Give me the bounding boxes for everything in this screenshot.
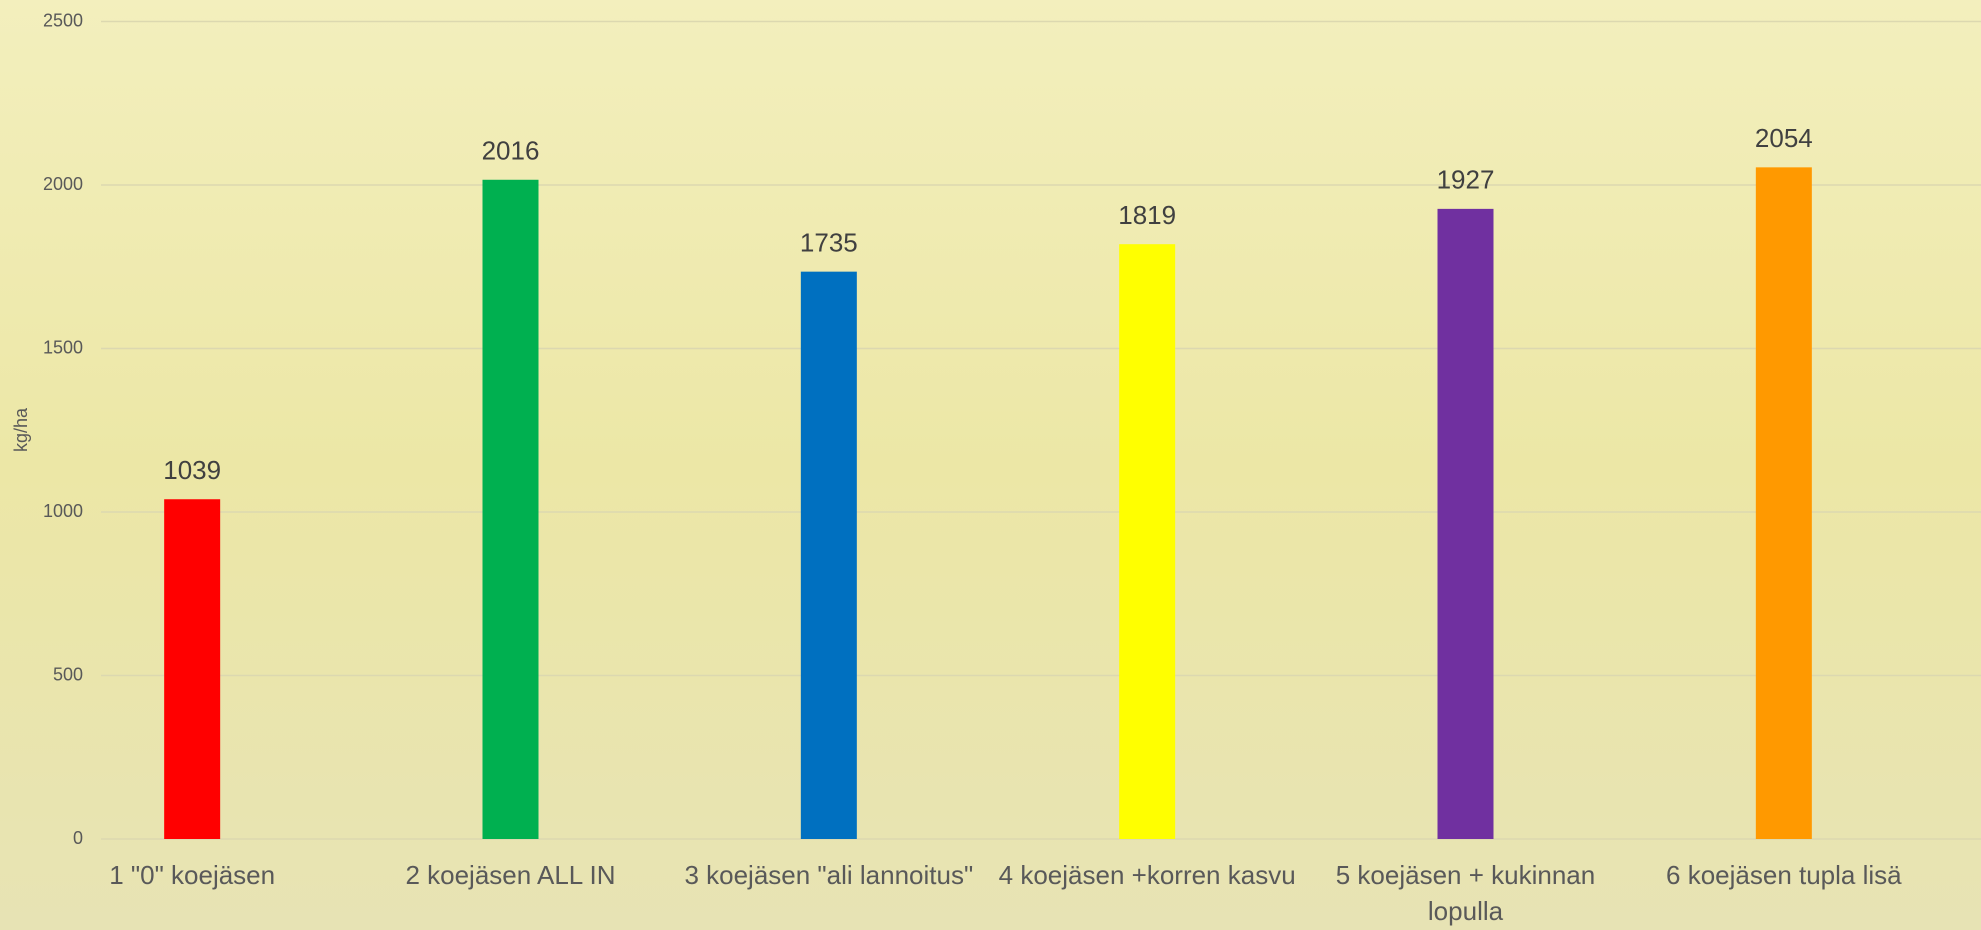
x-tick-label-box: 6 koejäsen tupla lisä bbox=[1625, 857, 1943, 930]
y-tick-label: 1000 bbox=[43, 501, 83, 521]
data-label: 1039 bbox=[163, 455, 221, 485]
data-label: 1819 bbox=[1118, 200, 1176, 230]
bar bbox=[164, 499, 220, 839]
y-axis-title: kg/ha bbox=[11, 407, 31, 452]
x-tick-label: 4 koejäsen +korren kasvu bbox=[988, 857, 1306, 893]
y-tick-label: 2500 bbox=[43, 10, 83, 30]
bar bbox=[1438, 209, 1494, 839]
y-tick-label: 0 bbox=[73, 828, 83, 848]
y-tick-label: 2000 bbox=[43, 174, 83, 194]
x-tick-label-box: 3 koejäsen "ali lannoitus" bbox=[670, 857, 988, 930]
bar bbox=[1756, 167, 1812, 839]
bar bbox=[1119, 244, 1175, 839]
x-tick-label: 2 koejäsen ALL IN bbox=[351, 857, 669, 893]
x-tick-label-box: 1 "0" koejäsen bbox=[33, 857, 351, 930]
x-tick-label: 3 koejäsen "ali lannoitus" bbox=[670, 857, 988, 893]
x-tick-label-box: 4 koejäsen +korren kasvu bbox=[988, 857, 1306, 930]
x-tick-label: 1 "0" koejäsen bbox=[33, 857, 351, 893]
chart: kg/ha 0 500 1000 1500 2000 2500 1039 1 "0" koej… bbox=[0, 0, 1981, 930]
x-tick-label-box: 2 koejäsen ALL IN bbox=[351, 857, 669, 930]
x-tick-label-box: 5 koejäsen + kukinnan lopulla bbox=[1306, 857, 1624, 930]
x-tick-label: 5 koejäsen + kukinnan lopulla bbox=[1306, 857, 1624, 929]
data-label: 2016 bbox=[482, 136, 540, 166]
data-label: 1927 bbox=[1437, 165, 1495, 195]
y-tick-label: 1500 bbox=[43, 337, 83, 357]
y-tick-label: 500 bbox=[53, 664, 83, 684]
bar bbox=[483, 180, 539, 839]
data-label: 2054 bbox=[1755, 123, 1813, 153]
background bbox=[0, 0, 1981, 930]
data-label: 1735 bbox=[800, 228, 858, 258]
bar bbox=[801, 272, 857, 839]
x-tick-label: 6 koejäsen tupla lisä bbox=[1625, 857, 1943, 893]
